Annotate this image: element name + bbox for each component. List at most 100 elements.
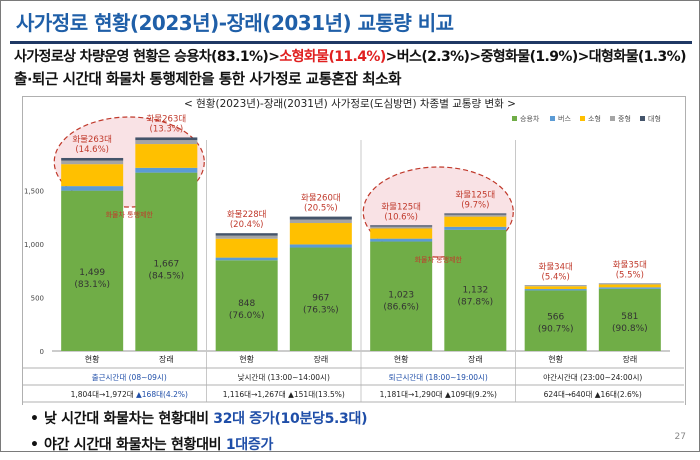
bar-value-label: 1,023: [388, 291, 414, 301]
truck-label: 화물125대: [381, 202, 421, 212]
y-tick-label: 1,500: [24, 188, 44, 196]
bar-segment: [216, 236, 278, 239]
bar-segment: [444, 213, 506, 214]
group-change-text: 1,116대→1,267대 ▲151대(13.5%): [223, 390, 345, 399]
legend-label: 승용차: [520, 114, 540, 123]
bar-segment: [525, 289, 587, 290]
legend-swatch: [610, 116, 615, 121]
bar-segment: [135, 144, 197, 168]
restriction-annotation: 화물차 통행제한: [415, 255, 463, 264]
bar-value-label: (76.3%): [303, 305, 339, 315]
x-tick-label: 장래: [622, 354, 637, 364]
bar-value-label: (90.7%): [538, 325, 574, 335]
truck-label: 화물34대: [539, 262, 573, 272]
truck-label: (14.6%): [75, 145, 109, 155]
bar-segment: [61, 186, 123, 190]
bullet-text: 야간 시간대 화물차는 현황대비: [44, 437, 226, 453]
group-change-text: 1,804대→1,972대 ▲168대(4.2%): [71, 390, 188, 399]
group-change-range: 1,181대→1,290대: [380, 390, 445, 399]
page-number: 27: [675, 432, 686, 442]
legend-swatch: [512, 116, 517, 121]
group-change-text: 1,181대→1,290대 ▲109대(9.2%): [380, 390, 497, 399]
x-tick-label: 현황: [548, 354, 563, 364]
bar-value-label: 1,499: [79, 268, 105, 278]
bar-value-label: 1,667: [153, 260, 179, 270]
group-change-text: 624대→640대 ▲16대(2.6%): [544, 390, 642, 399]
bar-segment: [599, 287, 661, 288]
truck-label: 화물263대: [72, 135, 112, 145]
bar-segment: [525, 286, 587, 287]
group-label: 출근시간대 (08~09시): [92, 372, 167, 382]
x-tick-label: 장래: [468, 354, 483, 364]
group-change-value: ▲16대(2.6%): [595, 390, 642, 399]
bullet-highlight: 32대 증가(10분당5.3대): [213, 411, 367, 427]
legend-label: 소형: [588, 115, 601, 123]
x-tick-label: 장래: [159, 354, 174, 364]
truck-label: (20.5%): [304, 204, 338, 214]
bar-segment: [444, 217, 506, 227]
bullet-item: •야간 시간대 화물차는 현황대비 1대증가: [30, 434, 367, 454]
bar-value-label: (87.8%): [458, 297, 494, 307]
bar-segment: [444, 227, 506, 230]
bar-segment: [216, 239, 278, 258]
group-label: 낮시간대 (13:00~14:00시): [238, 372, 330, 382]
truck-label: (5.5%): [616, 270, 644, 280]
bar-segment: [525, 286, 587, 289]
legend-label: 버스: [558, 114, 571, 123]
group-label: 야간시간대 (23:00~24:00시): [543, 372, 642, 382]
x-tick-label: 현황: [394, 354, 409, 364]
bar-value-label: 848: [238, 299, 255, 309]
bar-segment: [370, 227, 432, 229]
truck-label: (10.6%): [384, 212, 418, 222]
legend-label: 중형: [618, 115, 631, 123]
truck-label: (9.7%): [461, 200, 489, 210]
group-change-value: ▲109대(9.2%): [445, 390, 497, 399]
bar-value-label: (76.0%): [229, 311, 265, 321]
group-change-range: 624대→640대: [544, 390, 595, 399]
truck-label: 화물228대: [227, 210, 267, 220]
bar-value-label: (84.5%): [149, 272, 185, 282]
bar-segment: [216, 233, 278, 235]
bullet-text: 낮 시간대 화물차는 현황대비: [44, 411, 213, 427]
bullet-dot-icon: •: [30, 437, 44, 453]
legend-swatch: [550, 116, 555, 121]
group-label: 퇴근시간대 (18:00~19:00시): [389, 372, 488, 382]
bar-segment: [290, 244, 352, 247]
bullet-item: •낮 시간대 화물차는 현황대비 32대 증가(10분당5.3대): [30, 408, 367, 428]
x-tick-label: 현황: [239, 354, 254, 364]
legend-label: 대형: [648, 115, 661, 123]
truck-label: 화물263대: [146, 114, 186, 124]
y-tick-label: 0: [40, 348, 44, 356]
bar-segment: [599, 284, 661, 285]
truck-label: 화물260대: [301, 194, 341, 204]
bar-segment: [290, 219, 352, 223]
legend-swatch: [640, 116, 645, 121]
bar-value-label: 967: [312, 293, 329, 303]
bar-segment: [135, 168, 197, 173]
group-change-range: 1,116대→1,267대: [223, 390, 288, 399]
bar-segment: [61, 164, 123, 186]
bullet-highlight: 1대증가: [226, 437, 273, 453]
bar-segment: [444, 215, 506, 217]
bar-segment: [135, 140, 197, 144]
bar-value-label: (86.6%): [383, 303, 419, 313]
bar-segment: [599, 284, 661, 287]
restriction-annotation: 화물차 통행제한: [106, 210, 154, 219]
bar-segment: [290, 217, 352, 220]
bar-value-label: (90.8%): [612, 324, 648, 334]
bar-value-label: (83.1%): [74, 280, 110, 290]
bullet-list: •낮 시간대 화물차는 현황대비 32대 증가(10분당5.3대) •야간 시간…: [30, 408, 367, 460]
group-change-value: ▲151대(13.5%): [288, 390, 345, 399]
y-tick-label: 500: [31, 295, 44, 303]
bar-segment: [370, 225, 432, 226]
x-tick-label: 현황: [85, 354, 100, 364]
truck-label: 화물35대: [613, 260, 647, 270]
bullet-dot-icon: •: [30, 411, 44, 427]
truck-label: 화물125대: [455, 190, 495, 200]
bar-segment: [370, 228, 432, 238]
group-change-value: ▲168대(4.2%): [136, 390, 188, 399]
bar-value-label: 566: [547, 313, 564, 323]
bar-segment: [61, 161, 123, 165]
group-change-range: 1,804대→1,972대: [71, 390, 136, 399]
